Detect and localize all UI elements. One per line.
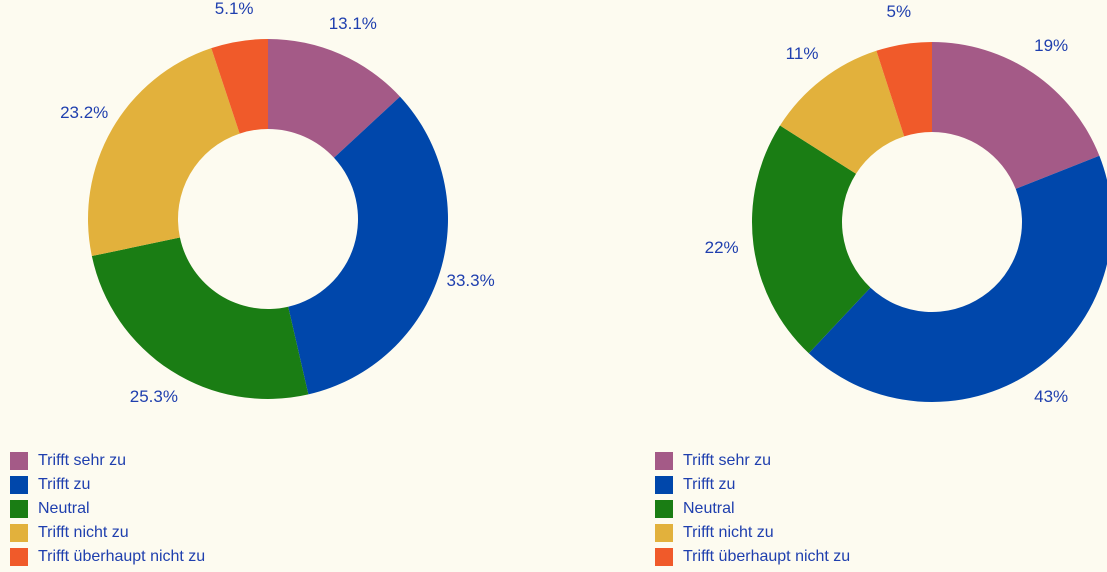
donut-segment — [932, 42, 1100, 189]
legend-swatch — [655, 452, 673, 470]
legend-swatch — [10, 524, 28, 542]
data-label: 23.2% — [60, 103, 108, 122]
legend-label: Trifft zu — [38, 476, 90, 493]
legend-label: Trifft nicht zu — [683, 524, 774, 541]
data-label: 5% — [887, 2, 912, 21]
data-label: 19% — [1034, 36, 1068, 55]
donut-segment — [876, 42, 932, 137]
donut-segment — [752, 125, 871, 354]
legend-label: Neutral — [38, 500, 90, 517]
data-label: 43% — [1034, 387, 1068, 406]
legend-label: Trifft überhaupt nicht zu — [683, 548, 850, 565]
data-label: 25.3% — [130, 387, 178, 406]
legend-swatch — [655, 548, 673, 566]
donut-segment — [268, 39, 400, 158]
donut-segment — [288, 96, 449, 395]
data-label: 5.1% — [215, 0, 254, 18]
legend-swatch — [655, 500, 673, 518]
donut-segment — [91, 237, 309, 399]
legend-swatch — [10, 476, 28, 494]
legend-label: Trifft zu — [683, 476, 735, 493]
legend-label: Trifft sehr zu — [38, 452, 126, 469]
data-label: 22% — [705, 238, 739, 257]
legend-swatch — [10, 500, 28, 518]
legend-swatch — [655, 476, 673, 494]
legend-swatch — [10, 452, 28, 470]
legend-label: Trifft sehr zu — [683, 452, 771, 469]
data-label: 11% — [786, 44, 819, 63]
data-label: 13.1% — [329, 14, 377, 33]
legend-label: Trifft überhaupt nicht zu — [38, 548, 205, 565]
legend-label: Neutral — [683, 500, 735, 517]
legend-swatch — [10, 548, 28, 566]
legend-label: Trifft nicht zu — [38, 524, 129, 541]
donut-segment — [808, 155, 1107, 402]
donut-segment — [211, 39, 268, 134]
legend-swatch — [655, 524, 673, 542]
data-label: 33.3% — [447, 271, 495, 290]
donut-segment — [88, 48, 240, 257]
donut-segment — [780, 50, 905, 174]
